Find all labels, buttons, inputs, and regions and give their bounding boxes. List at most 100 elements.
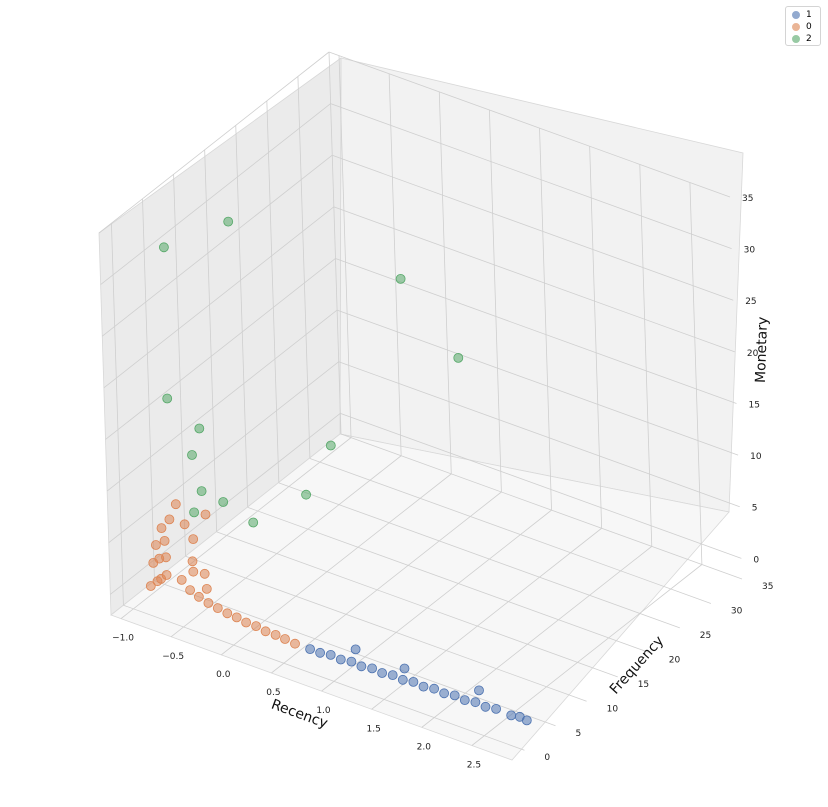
grid-line xyxy=(438,91,452,474)
point-cluster-1 xyxy=(439,688,450,699)
grid-line xyxy=(266,100,280,483)
point-cluster-0 xyxy=(201,584,212,594)
point-cluster-0 xyxy=(150,540,161,550)
grid-line xyxy=(328,51,731,198)
point-cluster-0 xyxy=(185,585,196,595)
legend-label: 2 xyxy=(806,34,812,44)
x-tick-label: 0.5 xyxy=(266,688,280,698)
grid-line xyxy=(338,361,740,508)
point-cluster-0 xyxy=(260,626,271,637)
grid-line xyxy=(106,309,338,492)
grid-line xyxy=(338,55,352,438)
point-cluster-2 xyxy=(196,486,207,497)
legend-item: 2 xyxy=(792,33,812,45)
point-cluster-1 xyxy=(335,654,346,665)
point-cluster-0 xyxy=(270,630,281,640)
point-cluster-2 xyxy=(301,489,312,500)
x-tick-label: 1.0 xyxy=(316,706,331,716)
point-cluster-0 xyxy=(161,570,172,580)
point-cluster-2 xyxy=(162,393,173,404)
point-cluster-2 xyxy=(218,497,229,507)
legend-item: 1 xyxy=(792,9,812,21)
z-tick-label: 0 xyxy=(753,555,759,565)
point-cluster-1 xyxy=(470,697,481,708)
point-cluster-0 xyxy=(212,603,223,613)
point-cluster-1 xyxy=(474,685,484,696)
point-cluster-0 xyxy=(170,499,181,510)
point-cluster-1 xyxy=(367,663,378,674)
legend: 1 0 2 xyxy=(785,6,821,46)
grid-line xyxy=(173,174,186,557)
grid-line xyxy=(247,507,649,653)
point-cluster-2 xyxy=(248,517,259,528)
point-cluster-1 xyxy=(480,701,491,712)
point-cluster-0 xyxy=(290,638,300,649)
y-tick-label: 20 xyxy=(669,655,681,665)
point-cluster-2 xyxy=(223,216,234,227)
point-cluster-0 xyxy=(203,598,214,608)
point-cluster-0 xyxy=(145,581,156,591)
grid-line xyxy=(388,73,402,456)
point-cluster-0 xyxy=(280,634,290,644)
y-tick-label: 10 xyxy=(607,704,619,714)
point-cluster-0 xyxy=(159,536,170,546)
point-cluster-1 xyxy=(408,677,419,687)
point-cluster-0 xyxy=(231,612,242,623)
point-cluster-1 xyxy=(305,644,316,654)
point-cluster-0 xyxy=(156,523,167,533)
grid-line xyxy=(111,223,124,606)
z-axis-label: Monetary xyxy=(753,316,771,383)
grid-line xyxy=(340,433,743,580)
point-cluster-2 xyxy=(158,242,169,253)
point-cluster-1 xyxy=(346,656,357,667)
grid-line xyxy=(278,482,680,629)
point-cluster-1 xyxy=(399,663,410,674)
grid-line xyxy=(539,128,552,511)
point-cluster-0 xyxy=(251,621,262,631)
floor-pane xyxy=(110,433,730,761)
point-cluster-1 xyxy=(350,644,361,655)
point-cluster-1 xyxy=(491,704,502,714)
point-cluster-0 xyxy=(176,575,187,585)
grid-line xyxy=(105,258,336,440)
point-cluster-2 xyxy=(453,352,464,363)
y-tick-label: 25 xyxy=(700,631,711,641)
grid-line xyxy=(123,604,525,751)
point-cluster-0 xyxy=(164,514,175,525)
grid-line xyxy=(100,103,331,285)
legend-marker-0 xyxy=(792,23,800,31)
grid-line xyxy=(340,412,742,559)
grid-line xyxy=(336,309,739,456)
point-cluster-2 xyxy=(194,423,205,434)
point-cluster-0 xyxy=(188,534,199,544)
point-cluster-0 xyxy=(241,617,252,628)
z-tick-label: 15 xyxy=(749,401,760,411)
grid-line xyxy=(204,149,218,532)
grid-line xyxy=(103,206,335,389)
legend-item: 0 xyxy=(792,21,812,33)
grid-line xyxy=(639,164,653,547)
grid-line xyxy=(333,206,736,353)
point-cluster-2 xyxy=(189,507,200,518)
y-tick-label: 5 xyxy=(576,729,582,739)
legend-label: 1 xyxy=(806,10,812,20)
y-tick-label: 30 xyxy=(731,607,743,617)
z-tick-label: 10 xyxy=(750,452,762,462)
grid-line xyxy=(185,555,587,702)
x-tick-label: 1.5 xyxy=(367,724,381,734)
y-tick-label: 35 xyxy=(762,582,773,592)
x-tick-label: 2.0 xyxy=(417,742,432,752)
y-tick-label: 15 xyxy=(638,680,649,690)
legend-label: 0 xyxy=(806,22,812,32)
legend-marker-2 xyxy=(792,35,800,43)
point-cluster-1 xyxy=(418,681,429,692)
grid-line xyxy=(142,198,155,581)
point-cluster-1 xyxy=(356,661,367,672)
legend-marker-1 xyxy=(792,11,800,19)
grid-line xyxy=(108,361,339,544)
z-tick-label: 25 xyxy=(745,297,756,307)
grid-line xyxy=(689,182,703,565)
grid-line xyxy=(309,458,712,604)
point-cluster-1 xyxy=(377,668,388,678)
